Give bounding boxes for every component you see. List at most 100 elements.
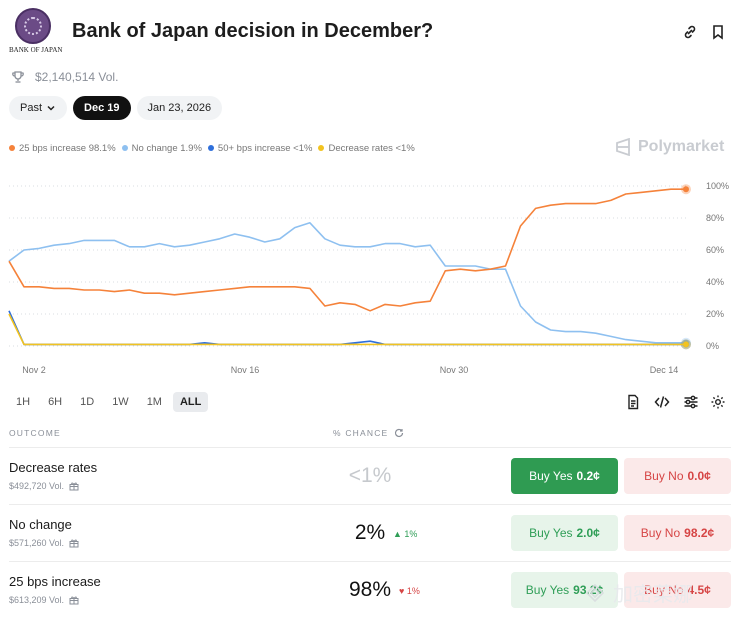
buy-no-label: Buy No — [644, 469, 684, 483]
buy-no-price: 0.0¢ — [687, 469, 711, 483]
buy-no-button[interactable]: Buy No 4.5¢ — [624, 572, 731, 608]
legend-label: Decrease rates <1% — [328, 143, 415, 154]
series-line — [8, 188, 686, 312]
chance-delta-up: ▲ 1% — [393, 529, 418, 539]
outcome-volume-text: $613,209 Vol. — [9, 595, 65, 605]
legend-dot — [9, 145, 15, 152]
x-tick-label: Nov 16 — [231, 365, 260, 375]
table-divider — [9, 504, 731, 505]
range-selector: 1H 6H 1D 1W 1M ALL — [9, 392, 209, 412]
chance-delta-down: ♥ 1% — [399, 586, 420, 596]
y-tick-label: 80% — [706, 213, 724, 223]
range-1m[interactable]: 1M — [146, 396, 162, 408]
x-tick-label: Dec 14 — [650, 365, 679, 375]
outcome-name: Decrease rates — [9, 460, 98, 475]
date-selector: Past Dec 19 Jan 23, 2026 — [9, 96, 223, 120]
series-line — [8, 313, 686, 346]
table-divider — [9, 447, 731, 448]
buy-yes-price: 93.2¢ — [573, 583, 604, 597]
outcome-name: 25 bps increase — [9, 574, 101, 589]
outcome-volume-text: $492,720 Vol. — [9, 481, 65, 491]
legend-label: 25 bps increase 98.1% — [19, 143, 116, 154]
page-title: Bank of Japan decision in December? — [72, 20, 434, 42]
past-dropdown[interactable]: Past — [9, 96, 68, 120]
legend-dot — [207, 145, 214, 152]
buy-yes-label: Buy Yes — [525, 583, 570, 597]
buy-yes-price: 2.0¢ — [576, 526, 600, 540]
settings-gear-icon[interactable] — [710, 394, 726, 410]
outcome-chance: 98% — [348, 578, 392, 601]
filter-sliders-icon[interactable] — [683, 394, 699, 410]
refresh-icon[interactable] — [394, 428, 404, 438]
outcome-volume: $613,209 Vol. — [9, 595, 79, 605]
buy-yes-button[interactable]: Buy Yes 2.0¢ — [511, 515, 618, 551]
outcome-column-header: OUTCOME — [9, 428, 61, 438]
series-line — [8, 310, 686, 346]
outcome-chance: <1% — [348, 464, 392, 487]
legend-dot — [318, 145, 325, 152]
link-icon[interactable] — [682, 24, 698, 40]
outcome-chance: 2% — [354, 521, 386, 544]
table-divider — [9, 561, 731, 562]
range-6h[interactable]: 6H — [48, 396, 63, 408]
y-tick-label: 60% — [706, 245, 724, 255]
series-end-point — [683, 186, 689, 193]
outcome-volume-text: $571,260 Vol. — [9, 538, 65, 548]
y-tick-label: 40% — [706, 277, 724, 287]
legend-label: 50+ bps increase <1% — [217, 143, 313, 154]
price-history-chart[interactable]: 100% 80% 60% 40% 20% 0% Nov 2 Nov 16 Nov 30 Dec 1… — [0, 170, 739, 380]
y-tick-label: 20% — [706, 309, 724, 319]
outcome-volume: $492,720 Vol. — [9, 481, 79, 491]
buy-yes-label: Buy Yes — [529, 469, 573, 483]
buy-no-price: 4.5¢ — [687, 583, 711, 597]
buy-no-label: Buy No — [644, 583, 684, 597]
chart-legend: 25 bps increase 98.1% No change 1.9% 50+… — [9, 143, 415, 154]
watermark-logo-icon — [585, 583, 605, 602]
brand-name: Polymarket — [638, 138, 725, 155]
gift-icon — [69, 482, 79, 491]
date-chip-dec-19[interactable]: Dec 19 — [73, 96, 131, 120]
trophy-icon — [12, 71, 24, 83]
legend-item: 50+ bps increase <1% — [207, 143, 313, 154]
document-icon[interactable] — [625, 394, 641, 410]
polymarket-brand: Polymarket — [614, 138, 724, 156]
range-1w[interactable]: 1W — [112, 396, 129, 408]
polymarket-logo-icon — [616, 138, 630, 156]
past-label: Past — [20, 102, 43, 114]
volume-row: $2,140,514 Vol. — [11, 70, 118, 84]
chance-header-label: % CHANCE — [333, 428, 389, 438]
series-line — [8, 222, 686, 344]
chevron-down-icon — [47, 105, 55, 111]
buy-yes-button[interactable]: Buy Yes 0.2¢ — [511, 458, 618, 494]
gift-icon — [69, 539, 79, 548]
watermark: 加密菜娜 — [585, 578, 693, 607]
legend-item: 25 bps increase 98.1% — [9, 143, 116, 154]
buy-yes-price: 0.2¢ — [576, 469, 600, 483]
range-1h[interactable]: 1H — [16, 396, 31, 408]
legend-dot — [121, 145, 128, 152]
y-tick-label: 100% — [706, 181, 729, 191]
range-all[interactable]: ALL — [172, 392, 209, 412]
x-tick-label: Nov 30 — [440, 365, 469, 375]
embed-code-icon[interactable] — [654, 394, 670, 410]
buy-no-price: 98.2¢ — [684, 526, 715, 540]
buy-no-label: Buy No — [640, 526, 681, 540]
legend-item: Decrease rates <1% — [318, 143, 415, 154]
legend-label: No change 1.9% — [131, 143, 202, 154]
date-chip-jan-23[interactable]: Jan 23, 2026 — [136, 96, 223, 120]
buy-no-button[interactable]: Buy No 0.0¢ — [624, 458, 731, 494]
watermark-text: 加密菜娜 — [613, 584, 693, 606]
bank-of-japan-logo: BANK OF JAPAN — [9, 8, 63, 56]
gift-icon — [69, 596, 79, 605]
logo-text: BANK OF JAPAN — [9, 46, 63, 54]
outcome-volume: $571,260 Vol. — [9, 538, 79, 548]
y-tick-label: 0% — [706, 341, 719, 351]
series-end-point — [683, 341, 689, 348]
legend-item: No change 1.9% — [121, 143, 202, 154]
buy-no-button[interactable]: Buy No 98.2¢ — [624, 515, 731, 551]
range-1d[interactable]: 1D — [80, 396, 95, 408]
seal-icon — [15, 8, 51, 44]
bookmark-icon[interactable] — [710, 24, 726, 40]
chance-column-header: % CHANCE — [333, 428, 404, 438]
total-volume: $2,140,514 Vol. — [35, 70, 119, 84]
